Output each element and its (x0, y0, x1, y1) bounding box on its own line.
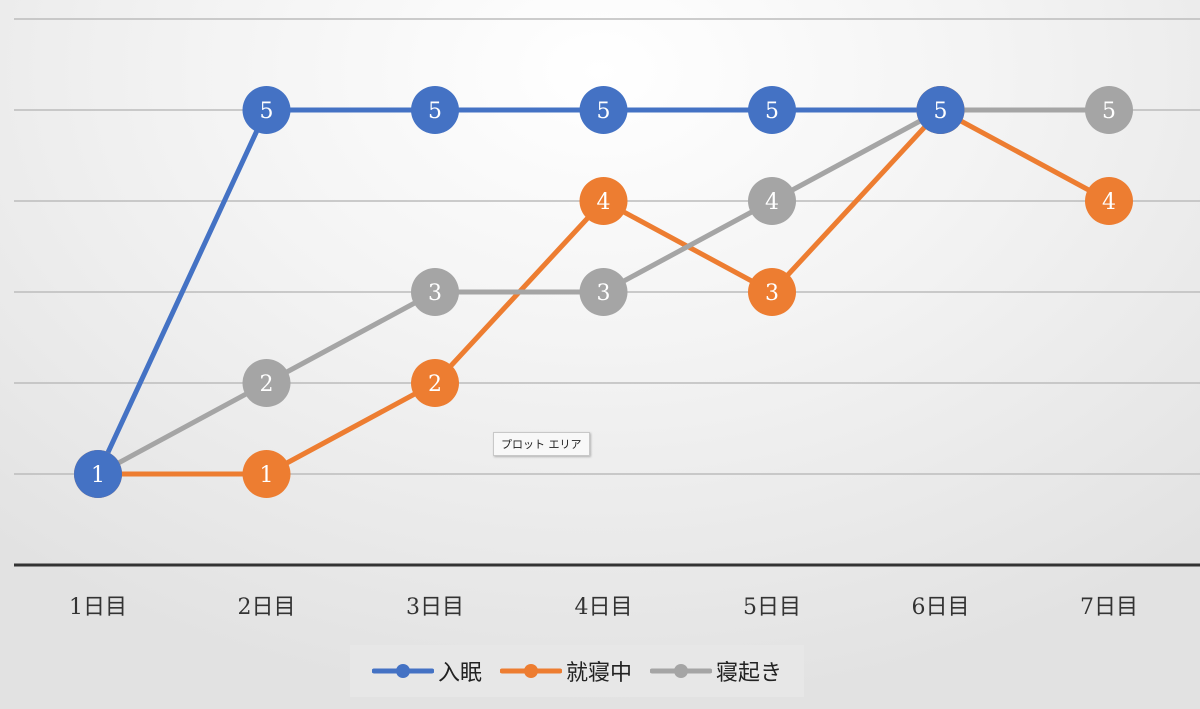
legend-marker-icon (500, 664, 563, 678)
data-point[interactable] (1085, 177, 1133, 225)
data-label: 3 (765, 281, 779, 306)
x-tick-label: 4日目 (575, 595, 633, 620)
data-label: 5 (1102, 99, 1116, 124)
x-tick-label: 5日目 (743, 595, 801, 620)
data-label: 2 (428, 372, 442, 397)
data-point[interactable] (579, 268, 628, 316)
legend-item[interactable]: 寝起き (650, 655, 782, 687)
data-point[interactable] (242, 450, 291, 498)
legend-label: 寝起き (716, 661, 783, 686)
data-label: 5 (934, 99, 948, 124)
data-label: 5 (597, 99, 611, 124)
legend-marker-icon (650, 664, 713, 678)
legend-label: 入眠 (438, 661, 483, 686)
data-label: 5 (428, 99, 442, 124)
x-tick-label: 7日目 (1080, 595, 1138, 620)
data-point[interactable] (411, 359, 459, 407)
data-label: 5 (260, 99, 274, 124)
plot-area-tooltip: プロット エリア (493, 432, 590, 456)
data-label: 2 (260, 372, 274, 397)
data-point[interactable] (579, 177, 628, 225)
data-point[interactable] (411, 268, 459, 316)
series-line (95, 107, 941, 476)
legend[interactable]: 入眠 就寝中 寝起き (350, 645, 805, 697)
data-point[interactable] (748, 177, 796, 225)
data-point[interactable] (411, 86, 459, 134)
data-point[interactable] (74, 450, 122, 498)
data-point[interactable] (748, 268, 796, 316)
x-tick-label: 2日目 (238, 595, 296, 620)
x-tick-label: 3日目 (406, 595, 464, 620)
legend-item[interactable]: 就寝中 (500, 655, 632, 687)
legend-marker-icon (372, 664, 434, 678)
x-tick-label: 1日目 (69, 595, 127, 620)
data-point[interactable] (242, 359, 291, 407)
legend-item[interactable]: 入眠 (372, 655, 482, 687)
data-label: 5 (765, 99, 779, 124)
data-label: 3 (428, 281, 442, 306)
x-tick-label: 6日目 (912, 595, 970, 620)
legend-label: 就寝中 (566, 661, 633, 686)
data-label: 1 (91, 463, 105, 488)
data-label: 1 (260, 463, 274, 488)
data-point[interactable] (242, 86, 291, 134)
data-label: 4 (597, 190, 611, 215)
data-point[interactable] (1085, 86, 1133, 134)
data-point[interactable] (916, 86, 965, 134)
data-label: 3 (597, 281, 611, 306)
data-label: 4 (765, 190, 779, 215)
data-label: 4 (1102, 190, 1116, 215)
data-point[interactable] (748, 86, 796, 134)
data-point[interactable] (579, 86, 628, 134)
